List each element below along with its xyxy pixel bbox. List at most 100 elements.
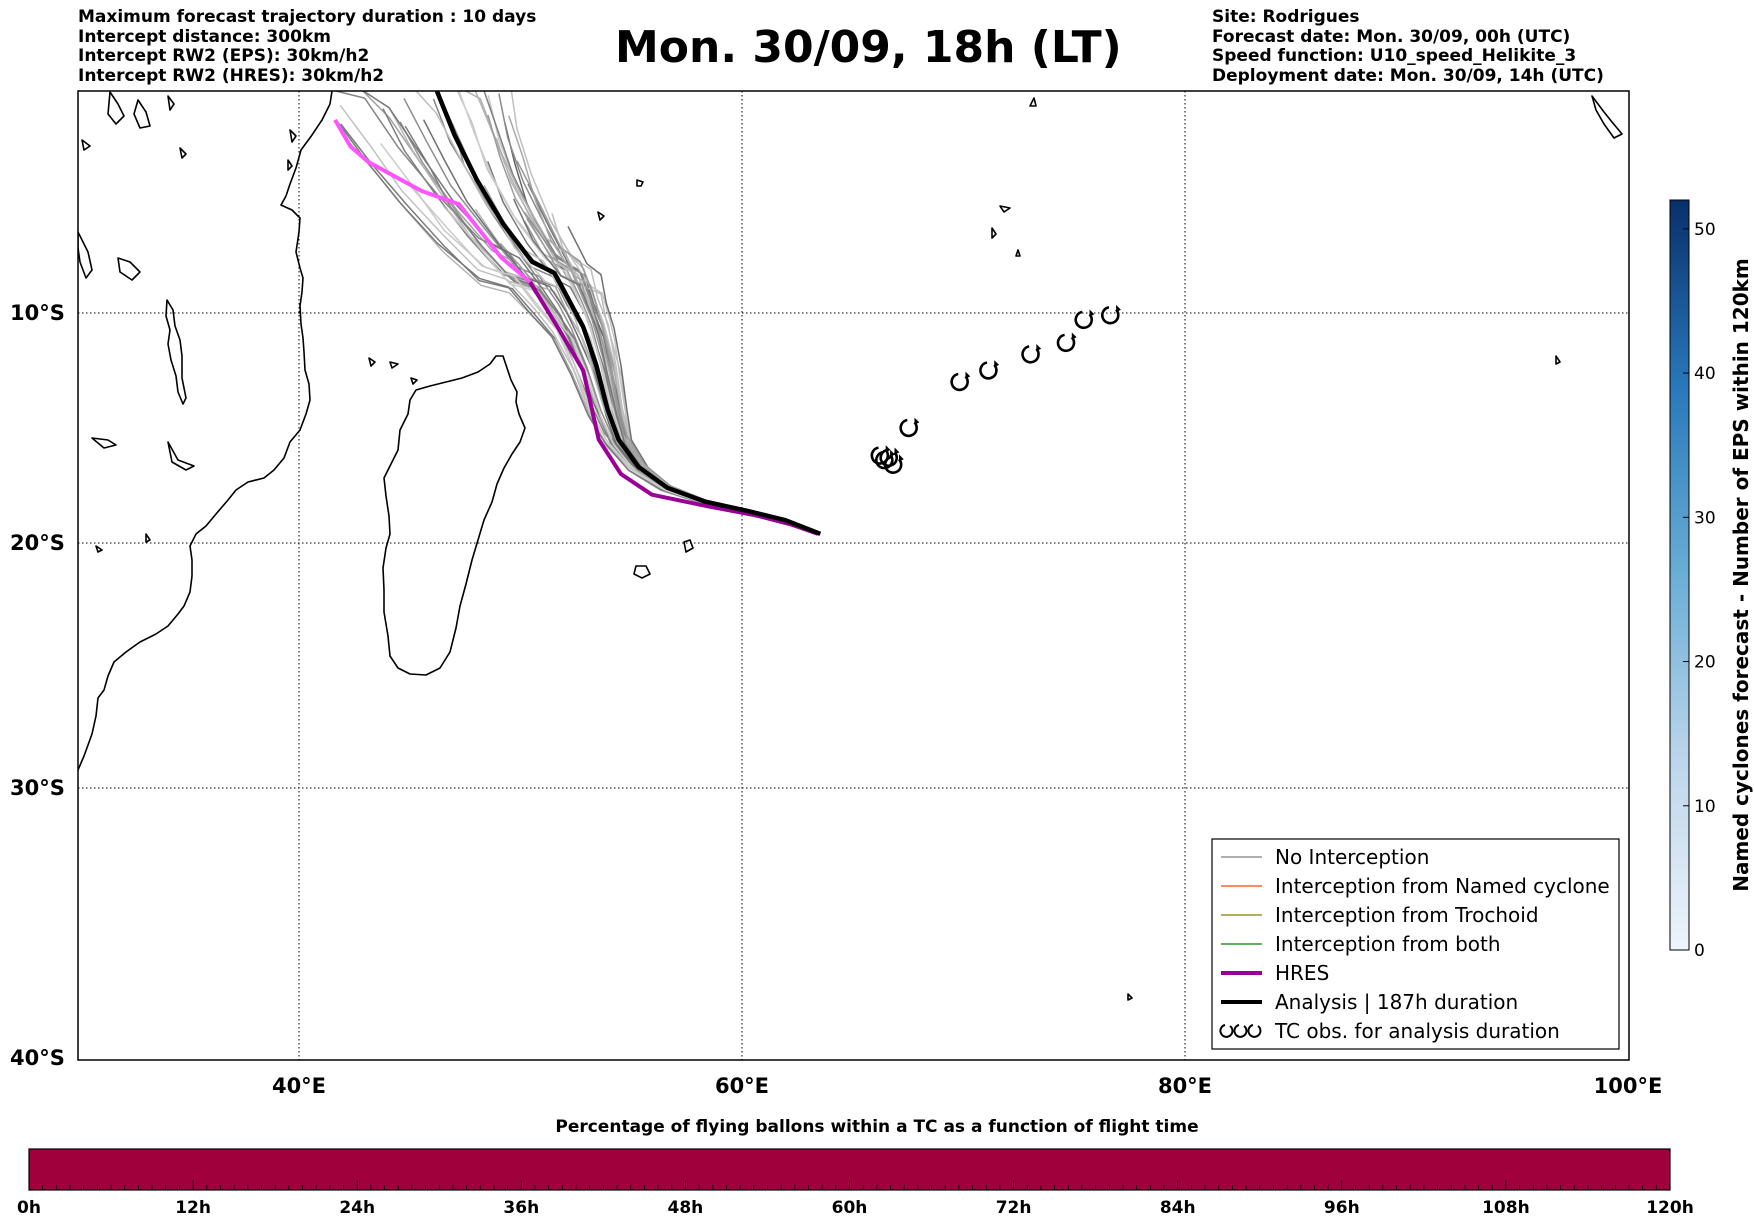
seychelles-island-2 [597,211,605,221]
comoros-island-3 [410,377,418,385]
tc-obs-marker [1021,344,1042,364]
north-coast-feature-4 [179,147,187,159]
flight-time-tick-label: 84h [1160,1198,1196,1218]
legend-label: HRES [1275,961,1329,985]
mafia-island [287,159,293,171]
lake-small-2 [167,441,195,471]
tc-observations [870,304,1121,474]
mauritius-island [683,539,694,553]
amsterdam-island [1127,993,1133,1001]
flight-time-tick-label: 60h [832,1198,868,1218]
legend-label: TC obs. for analysis duration [1274,1019,1560,1043]
north-coast-feature-1 [107,91,125,125]
flight-time-bar: 0h 12h 24h 36h 48h 60h 72h 84h 96h 108h 120h [17,1148,1694,1218]
legend-label: Interception from both [1275,932,1501,956]
colorbar-tick-label: 20 [1694,653,1716,673]
seychelles-island-1 [636,179,644,187]
comoros-island-2 [389,361,399,369]
lat-label-20s: 20°S [10,531,65,555]
intercept-hres-text: Intercept RW2 (HRES): 30km/h2 [78,65,385,86]
legend-item: Interception from both [1221,932,1501,956]
hres-trajectory-near [333,118,532,284]
north-coast-feature-6 [145,533,151,543]
chagos-island-2 [1029,97,1037,107]
seychelles-island-4 [991,227,997,239]
legend-item: TC obs. for analysis duration [1219,1019,1560,1043]
lake-small-1 [91,437,117,449]
coastlines [78,91,1623,1001]
header-right-info: Site: Rodrigues Forecast date: Mon. 30/0… [1212,7,1604,86]
page-title: Mon. 30/09, 18h (LT) [615,22,1122,73]
flight-time-tick-label: 48h [668,1198,704,1218]
flight-time-tick-label: 120h [1646,1198,1694,1218]
legend-item: Interception from Named cyclone [1221,874,1610,898]
max-duration-text: Maximum forecast trajectory duration : 1… [78,7,537,27]
colorbar-tick-label: 10 [1694,797,1716,817]
colorbar-tick-label: 50 [1694,220,1716,240]
north-coast-feature-7 [95,545,103,553]
flight-time-tick-label: 12h [175,1198,211,1218]
deployment-date-text: Deployment date: Mon. 30/09, 14h (UTC) [1212,65,1604,86]
far-east-island-2 [1555,355,1561,365]
legend-item: HRES [1221,961,1329,985]
lat-label-10s: 10°S [10,301,65,325]
lon-labels: 40°E 60°E 80°E 100°E [272,1074,1662,1098]
north-coast-feature-3 [167,95,175,111]
north-coast-feature-2 [133,99,151,129]
tc-obs-marker [1101,304,1121,325]
flight-time-tick-label: 0h [17,1198,41,1218]
north-coast-feature-5 [81,139,91,151]
lat-labels: 10°S 20°S 30°S 40°S [10,301,65,1070]
tc-obs-marker [1056,332,1077,353]
comoros-island-1 [368,357,376,367]
tc-obs-marker [883,454,904,474]
colorbar-tick-label: 40 [1694,364,1716,384]
legend-label: Interception from Trochoid [1275,903,1539,927]
seychelles-island-3 [999,205,1011,213]
chagos-island-1 [1015,249,1021,257]
tc-obs-icon [1233,1024,1248,1038]
legend-item: Analysis | 187h duration [1221,990,1518,1014]
analysis-trajectory [434,91,822,536]
tc-obs-icon [1219,1024,1234,1038]
flight-time-tick-label: 108h [1482,1198,1530,1218]
site-text: Site: Rodrigues [1212,7,1360,27]
madagascar-coastline [382,355,526,676]
lon-label-40e: 40°E [272,1074,326,1098]
tc-obs-marker [950,371,971,392]
lake-victoria [117,257,141,281]
eps-colorbar-title: Named cyclones forecast - Number of EPS … [1729,258,1753,892]
speed-function-text: Speed function: U10_speed_Helikite_3 [1212,46,1577,66]
header-left-info: Maximum forecast trajectory duration : 1… [78,7,537,86]
forecast-date-text: Forecast date: Mon. 30/09, 00h (UTC) [1212,26,1571,47]
flight-time-tick-label: 72h [996,1198,1032,1218]
far-east-island-1 [1591,95,1623,139]
legend-label: Analysis | 187h duration [1275,990,1518,1014]
tc-obs-marker [1074,309,1095,330]
legend-box [1211,838,1620,1050]
reunion-island [633,565,651,579]
tc-obs-marker [875,449,895,470]
tc-obs-marker [899,417,920,438]
tc-obs-marker [979,360,1000,380]
lon-label-80e: 80°E [1158,1074,1212,1098]
colorbar-tick-label: 0 [1694,941,1705,961]
legend-label: Interception from Named cyclone [1275,874,1610,898]
lon-label-100e: 100°E [1594,1074,1663,1098]
flight-time-tick-label: 24h [339,1198,375,1218]
colorbar-tick-label: 30 [1694,508,1716,528]
africa-coastline [78,91,333,777]
eps-colorbar: 0 10 20 30 40 50 Named cyclones forecast - Nu… [1669,199,1753,961]
lake-tanganyika [78,231,93,279]
tc-obs-icon [1247,1024,1262,1038]
intercept-distance-text: Intercept distance: 300km [78,26,331,47]
legend: No Interception Interception from Named c… [1211,838,1620,1050]
flight-time-tick-label: 36h [503,1198,539,1218]
hres-trajectory [528,280,819,536]
lake-malawi [165,299,187,405]
eps-colorbar-gradient [1669,199,1690,951]
lat-label-30s: 30°S [10,776,65,800]
flight-time-bar-title: Percentage of flying ballons within a TC… [555,1117,1199,1137]
legend-label: No Interception [1275,845,1429,869]
